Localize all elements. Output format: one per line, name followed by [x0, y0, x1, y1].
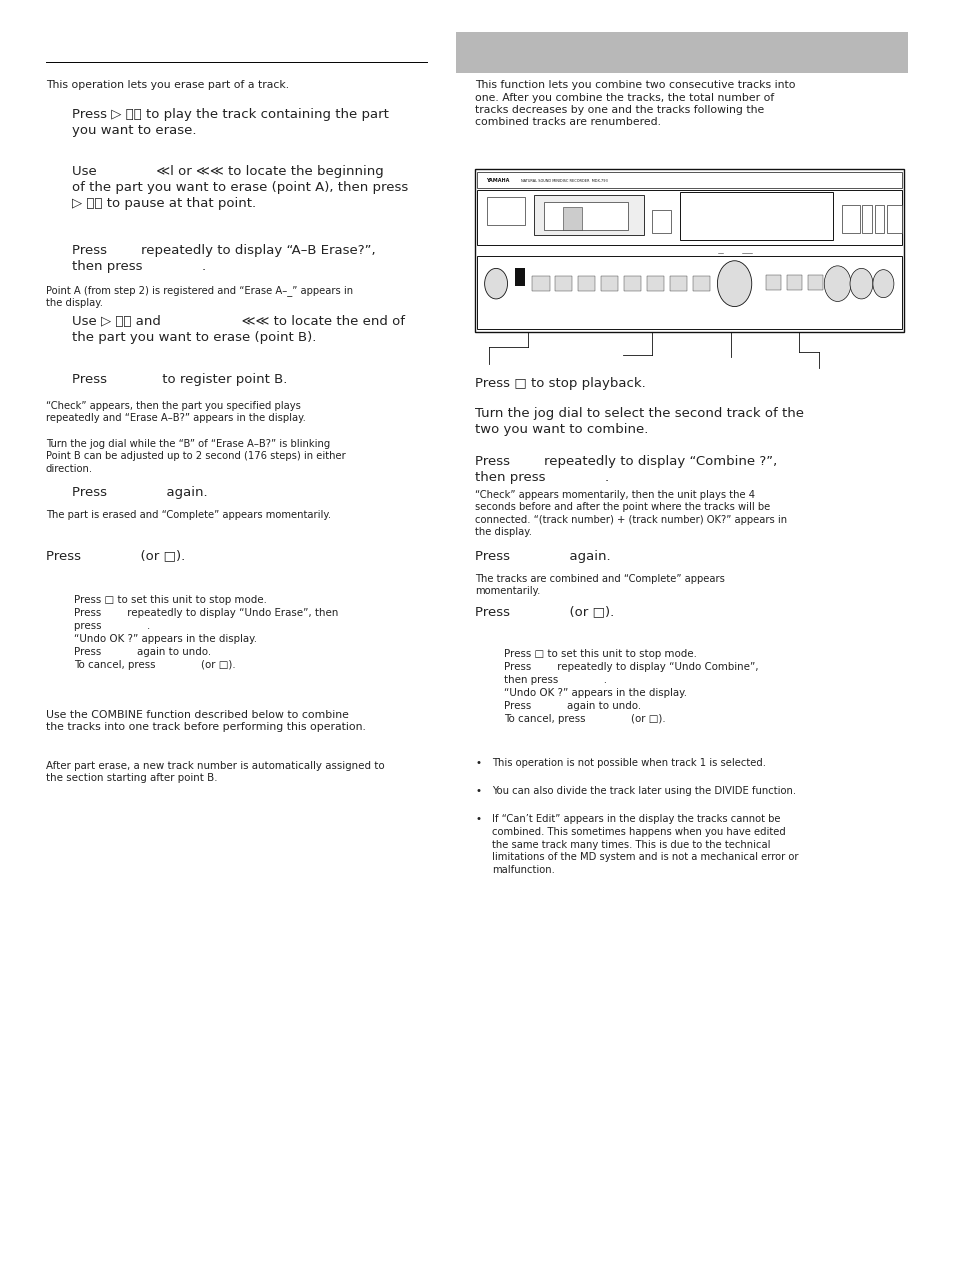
- Bar: [486, 197, 524, 225]
- Bar: [476, 172, 902, 188]
- Text: Press ▷ ⧦⧦ to play the track containing the part
you want to erase.: Press ▷ ⧦⧦ to play the track containing …: [71, 108, 388, 137]
- Text: Press □ to set this unit to stop mode.
Press        repeatedly to display “Undo : Press □ to set this unit to stop mode. P…: [74, 595, 338, 670]
- Text: Press        repeatedly to display “A–B Erase?”,
then press              .: Press repeatedly to display “A–B Erase?”…: [71, 244, 375, 273]
- Text: You can also divide the track later using the DIVIDE function.: You can also divide the track later usin…: [492, 786, 796, 796]
- Text: Press              again.: Press again.: [71, 486, 207, 499]
- Bar: [886, 205, 902, 233]
- Bar: [476, 190, 902, 245]
- Bar: [600, 276, 618, 291]
- Text: Press             to register point B.: Press to register point B.: [71, 373, 287, 385]
- Text: Press              (or □).: Press (or □).: [475, 605, 614, 618]
- Text: •: •: [475, 786, 480, 796]
- Bar: [874, 205, 883, 233]
- Circle shape: [823, 266, 850, 301]
- Text: Use ▷ ⧦⧦ and                   ≪≪ to locate the end of
the part you want to eras: Use ▷ ⧦⧦ and ≪≪ to locate the end of the…: [71, 315, 404, 345]
- Text: Turn the jog dial while the “B” of “Erase A–B?” is blinking
Point B can be adjus: Turn the jog dial while the “B” of “Eras…: [46, 439, 345, 473]
- Text: The tracks are combined and “Complete” appears
momentarily.: The tracks are combined and “Complete” a…: [475, 574, 724, 597]
- Bar: [679, 192, 832, 240]
- Text: Press □ to set this unit to stop mode.
Press        repeatedly to display “Undo : Press □ to set this unit to stop mode. P…: [503, 649, 758, 724]
- Circle shape: [849, 268, 872, 299]
- Bar: [862, 205, 871, 233]
- Bar: [534, 195, 643, 235]
- Bar: [828, 275, 843, 290]
- Text: Press        repeatedly to display “Combine ?”,
then press              .: Press repeatedly to display “Combine ?”,…: [475, 455, 777, 485]
- Text: Press □ to stop playback.: Press □ to stop playback.: [475, 377, 645, 389]
- Bar: [543, 202, 627, 230]
- Bar: [532, 276, 549, 291]
- Text: “Check” appears, then the part you specified plays
repeatedly and “Erase A–B?” a: “Check” appears, then the part you speci…: [46, 401, 305, 424]
- Text: If “Can’t Edit” appears in the display the tracks cannot be
combined. This somet: If “Can’t Edit” appears in the display t…: [492, 814, 798, 875]
- Bar: [765, 275, 781, 290]
- Bar: [669, 276, 686, 291]
- Text: After part erase, a new track number is automatically assigned to
the section st: After part erase, a new track number is …: [46, 761, 384, 784]
- Circle shape: [717, 261, 751, 307]
- Bar: [692, 276, 709, 291]
- Text: This operation lets you erase part of a track.: This operation lets you erase part of a …: [46, 80, 289, 90]
- Bar: [562, 207, 581, 230]
- Text: This function lets you combine two consecutive tracks into
one. After you combin: This function lets you combine two conse…: [475, 80, 795, 127]
- Text: “Check” appears momentarily, then the unit plays the 4
seconds before and after : “Check” appears momentarily, then the un…: [475, 490, 786, 537]
- Bar: [515, 268, 524, 286]
- Bar: [623, 276, 640, 291]
- Text: Press              again.: Press again.: [475, 550, 610, 562]
- Text: This operation is not possible when track 1 is selected.: This operation is not possible when trac…: [492, 758, 765, 768]
- Bar: [555, 276, 572, 291]
- Bar: [456, 32, 907, 73]
- Text: NATURAL SOUND MINIDISC RECORDER  MDX-793: NATURAL SOUND MINIDISC RECORDER MDX-793: [520, 178, 607, 183]
- Text: Use the COMBINE function described below to combine
the tracks into one track be: Use the COMBINE function described below…: [46, 710, 365, 733]
- Circle shape: [872, 270, 893, 298]
- Bar: [786, 275, 801, 290]
- Text: •: •: [475, 814, 480, 824]
- Text: YAMAHA: YAMAHA: [486, 178, 510, 183]
- Text: Use              ≪l or ≪≪ to locate the beginning
of the part you want to erase : Use ≪l or ≪≪ to locate the beginning of …: [71, 165, 407, 210]
- Bar: [646, 276, 663, 291]
- Text: The part is erased and “Complete” appears momentarily.: The part is erased and “Complete” appear…: [46, 510, 331, 520]
- Bar: [476, 256, 902, 329]
- Bar: [578, 276, 595, 291]
- Bar: [475, 169, 903, 332]
- Bar: [807, 275, 822, 290]
- Text: Point A (from step 2) is registered and “Erase A–_” appears in
the display.: Point A (from step 2) is registered and …: [46, 285, 353, 308]
- Text: Press              (or □).: Press (or □).: [46, 550, 185, 562]
- Bar: [841, 205, 859, 233]
- Text: •: •: [475, 758, 480, 768]
- Bar: [651, 210, 670, 233]
- Text: Turn the jog dial to select the second track of the
two you want to combine.: Turn the jog dial to select the second t…: [475, 407, 803, 436]
- Circle shape: [484, 268, 507, 299]
